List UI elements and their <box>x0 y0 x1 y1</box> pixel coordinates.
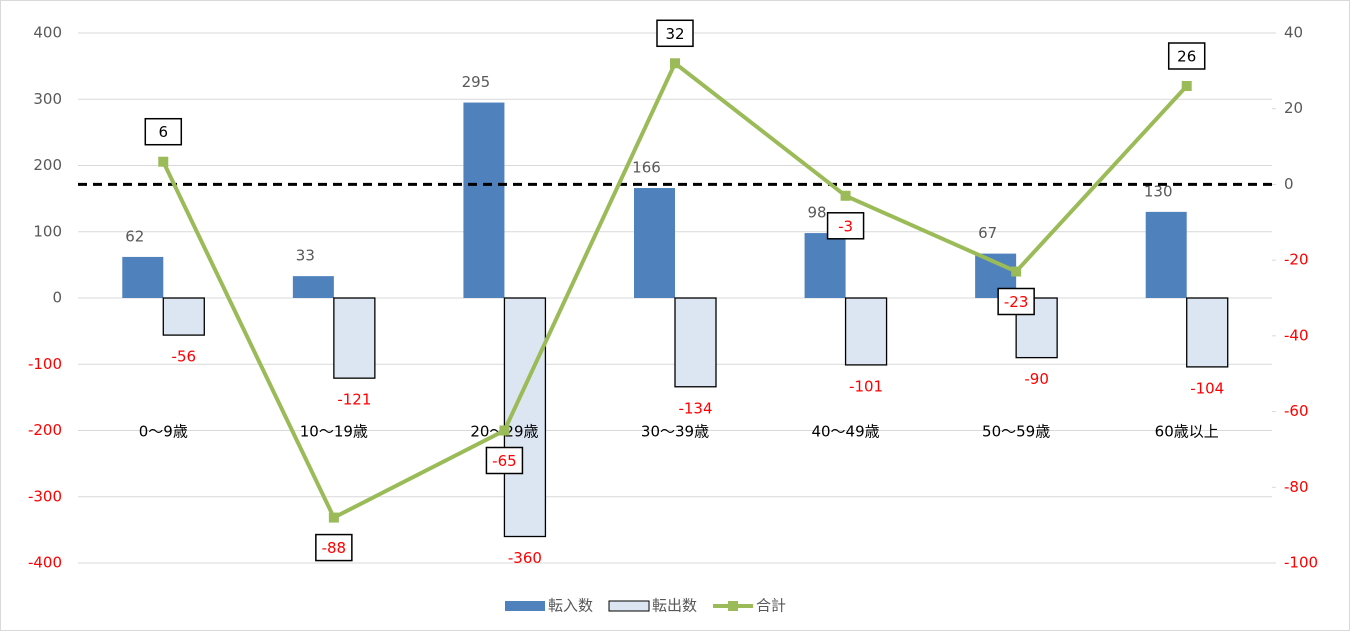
x-tick-label: 60歳以上 <box>1155 423 1219 441</box>
data-label: -23 <box>1004 293 1029 311</box>
boxed-label: -65 <box>485 446 524 475</box>
legend-label: 転入数 <box>548 597 593 615</box>
y-tick-label: -400 <box>28 554 62 572</box>
label-box <box>1167 42 1206 70</box>
data-label: -88 <box>322 539 347 557</box>
data-label: 26 <box>1177 48 1196 66</box>
data-label: 67 <box>978 224 997 242</box>
y-tick-label: -200 <box>28 421 62 439</box>
data-label: 32 <box>665 25 684 43</box>
y2-tick-label: 0 <box>1284 175 1294 193</box>
data-label: 98 <box>808 204 827 222</box>
boxed-label: 6 <box>144 117 183 146</box>
data-label: 6 <box>159 123 169 141</box>
x-tick-label: 40〜49歳 <box>811 423 879 441</box>
data-label: -121 <box>337 391 371 409</box>
data-label: 130 <box>1144 182 1173 200</box>
bar <box>463 102 505 298</box>
legend-swatch <box>608 600 650 612</box>
y2-tick-label: -20 <box>1284 251 1309 269</box>
bar <box>674 297 717 388</box>
y-tick-label: 300 <box>33 90 62 108</box>
y-tick-label: 400 <box>33 24 62 42</box>
bar <box>333 297 376 379</box>
bar <box>162 297 205 336</box>
bar <box>634 188 675 298</box>
label-box <box>997 287 1035 316</box>
line-marker <box>328 512 339 523</box>
label-box <box>315 533 353 562</box>
boxed-label: 32 <box>656 19 694 48</box>
line-marker <box>1181 81 1192 91</box>
x-tick-label: 0〜9歳 <box>139 423 188 441</box>
boxed-label: 26 <box>1167 42 1206 70</box>
y2-tick-label: -40 <box>1284 326 1309 344</box>
line-marker <box>670 58 680 69</box>
bar <box>292 276 334 298</box>
data-label: 295 <box>462 73 491 91</box>
line-marker <box>840 190 851 201</box>
y-tick-label: 100 <box>33 222 62 240</box>
boxed-label: -23 <box>997 287 1035 316</box>
bar <box>804 233 846 298</box>
line-marker <box>158 156 169 167</box>
data-label: 62 <box>125 227 144 245</box>
y2-tick-label: 20 <box>1284 99 1303 117</box>
data-label: -104 <box>1190 379 1224 397</box>
label-box <box>144 117 183 146</box>
data-label: 33 <box>296 247 315 265</box>
bar <box>122 256 164 298</box>
y-tick-label: 200 <box>33 156 62 174</box>
label-box <box>826 212 865 240</box>
label-box <box>485 446 524 475</box>
x-tick-label: 10〜19歳 <box>300 423 368 441</box>
legend-label: 合計 <box>756 597 786 615</box>
y2-tick-label: -60 <box>1284 402 1309 420</box>
data-label: -56 <box>172 348 197 366</box>
bar <box>1145 211 1187 298</box>
line-marker <box>499 425 510 436</box>
data-label: -90 <box>1024 370 1049 388</box>
y2-tick-label: -80 <box>1284 478 1309 496</box>
y2-tick-label: 40 <box>1284 24 1303 42</box>
data-label: 166 <box>632 159 661 177</box>
line-marker <box>1011 266 1022 277</box>
data-label: -101 <box>849 377 883 395</box>
data-label: -134 <box>678 399 712 417</box>
data-label: -65 <box>492 452 517 470</box>
data-label: -3 <box>838 217 853 235</box>
y-tick-label: 0 <box>52 289 62 307</box>
x-tick-label: 30〜39歳 <box>641 423 709 441</box>
legend-swatch <box>728 601 739 611</box>
boxed-label: -3 <box>826 212 865 240</box>
boxed-label: -88 <box>315 533 353 562</box>
bar <box>844 297 888 366</box>
y2-tick-label: -100 <box>1284 554 1318 572</box>
y-tick-label: -100 <box>28 355 62 373</box>
label-box <box>656 19 694 48</box>
data-label: -360 <box>508 549 542 567</box>
legend-label: 転出数 <box>652 597 697 615</box>
y-tick-label: -300 <box>28 487 62 505</box>
x-tick-label: 50〜59歳 <box>982 423 1050 441</box>
bar <box>1186 297 1229 368</box>
legend-swatch <box>505 601 545 611</box>
